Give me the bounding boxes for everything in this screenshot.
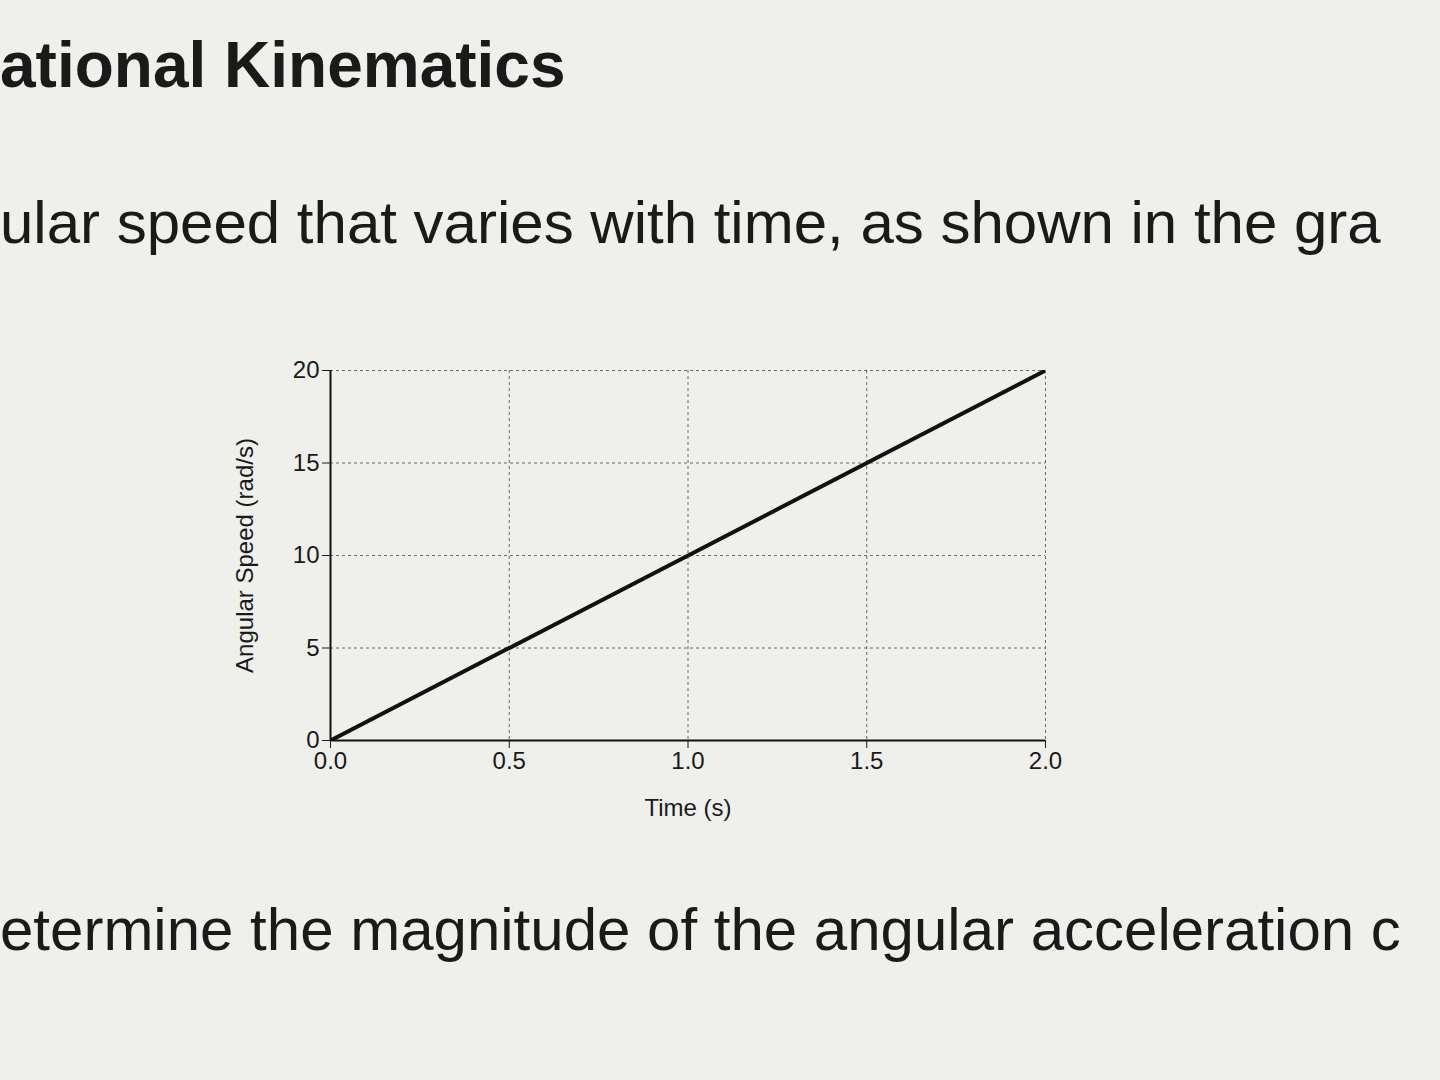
svg-text:15: 15 <box>293 449 320 476</box>
svg-text:0: 0 <box>306 726 320 754</box>
svg-text:10: 10 <box>293 541 320 568</box>
svg-text:20: 20 <box>293 356 320 383</box>
html-text:ational Kinematics: ational Kinematics <box>0 29 566 101</box>
svg-text:Angular Speed (rad/s): Angular Speed (rad/s) <box>231 438 258 673</box>
svg-text:Time (s): Time (s) <box>644 794 731 821</box>
html-text:etermine the magnitude of the: etermine the magnitude of the angular ac… <box>0 896 1401 963</box>
svg-text:1.5: 1.5 <box>850 747 883 774</box>
svg-text:5: 5 <box>306 634 319 661</box>
html-text:ular speed that varies with ti: ular speed that varies with time, as sho… <box>0 189 1381 256</box>
svg-text:1.0: 1.0 <box>671 747 704 774</box>
svg-text:2.0: 2.0 <box>1029 747 1062 774</box>
svg-text:0.5: 0.5 <box>493 747 526 774</box>
svg-text:0.0: 0.0 <box>314 747 347 774</box>
